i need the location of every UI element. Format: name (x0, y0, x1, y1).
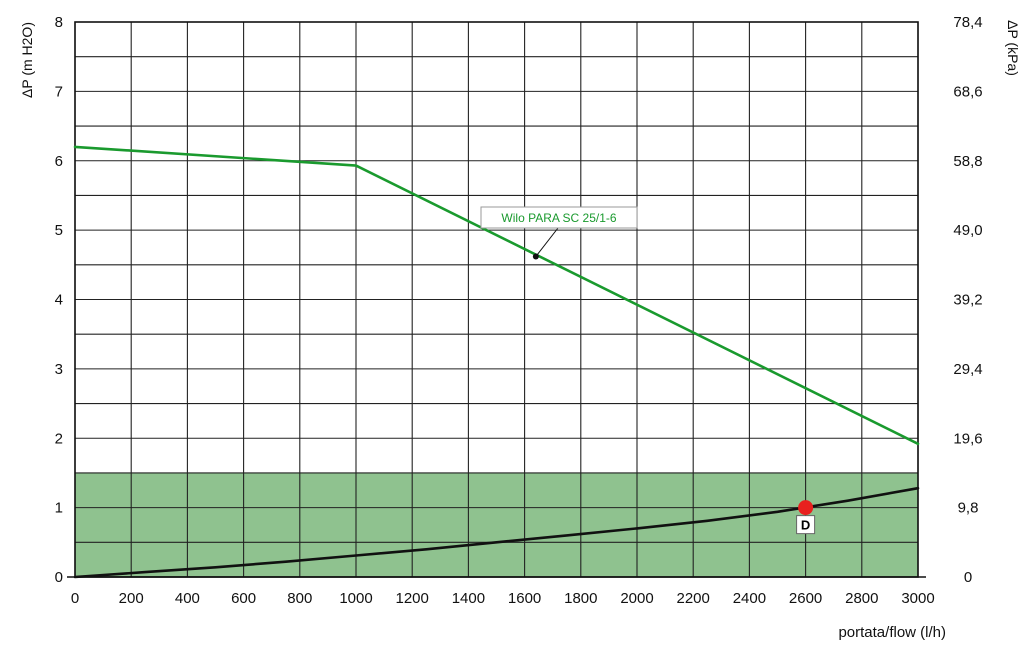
x-tick-label: 1800 (564, 590, 597, 607)
y-tick-label-right: 39,2 (953, 292, 982, 309)
x-tick-label: 3000 (901, 590, 934, 607)
duty-point-label-box (796, 515, 816, 535)
y-tick-label-right: 78,4 (953, 14, 982, 31)
x-tick-label: 1600 (508, 590, 541, 607)
annotation-box (480, 206, 638, 229)
y-tick-label-left: 0 (55, 569, 63, 586)
x-tick-label: 1000 (339, 590, 372, 607)
x-tick-label: 2000 (620, 590, 653, 607)
duty-point-label: D (801, 518, 810, 533)
y-tick-label-right: 29,4 (953, 361, 982, 378)
y-tick-label-right: 49,0 (953, 222, 982, 239)
y-tick-label-right: 19,6 (953, 430, 982, 447)
x-tick-label: 400 (175, 590, 200, 607)
y-axis-left-title: ΔP (m H2O) (19, 22, 35, 98)
y-tick-label-right: 68,6 (953, 83, 982, 100)
y-tick-label-right: 9,8 (958, 500, 979, 517)
shaded-region (74, 472, 919, 578)
x-tick-label: 0 (71, 590, 79, 607)
y-tick-label-left: 8 (55, 14, 63, 31)
pump-curve-line (73, 145, 920, 446)
x-tick-label: 2600 (789, 590, 822, 607)
y-tick-label-left: 3 (55, 361, 63, 378)
annotation-point (532, 253, 539, 260)
y-tick-label-right: 58,8 (953, 153, 982, 170)
annotation-leader (535, 227, 559, 257)
y-tick-label-left: 1 (55, 500, 63, 517)
system-curve-line (73, 486, 920, 579)
y-tick-label-left: 2 (55, 430, 63, 447)
x-tick-label: 1200 (396, 590, 429, 607)
x-axis-title: portata/flow (l/h) (838, 624, 946, 641)
x-tick-label: 600 (231, 590, 256, 607)
y-axis-right-title: ΔP (kPa) (1005, 20, 1021, 76)
annotation-label: Wilo PARA SC 25/1-6 (501, 211, 616, 225)
y-tick-label-left: 6 (55, 153, 63, 170)
y-tick-label-left: 7 (55, 83, 63, 100)
x-tick-label: 2400 (733, 590, 766, 607)
y-tick-label-left: 5 (55, 222, 63, 239)
x-tick-label: 1400 (452, 590, 485, 607)
y-tick-label-left: 4 (55, 292, 63, 309)
duty-point-marker (798, 500, 814, 516)
x-tick-label: 2800 (845, 590, 878, 607)
y-tick-label-right: 0 (964, 569, 972, 586)
x-tick-label: 200 (119, 590, 144, 607)
x-tick-label: 800 (287, 590, 312, 607)
x-tick-label: 2200 (677, 590, 710, 607)
